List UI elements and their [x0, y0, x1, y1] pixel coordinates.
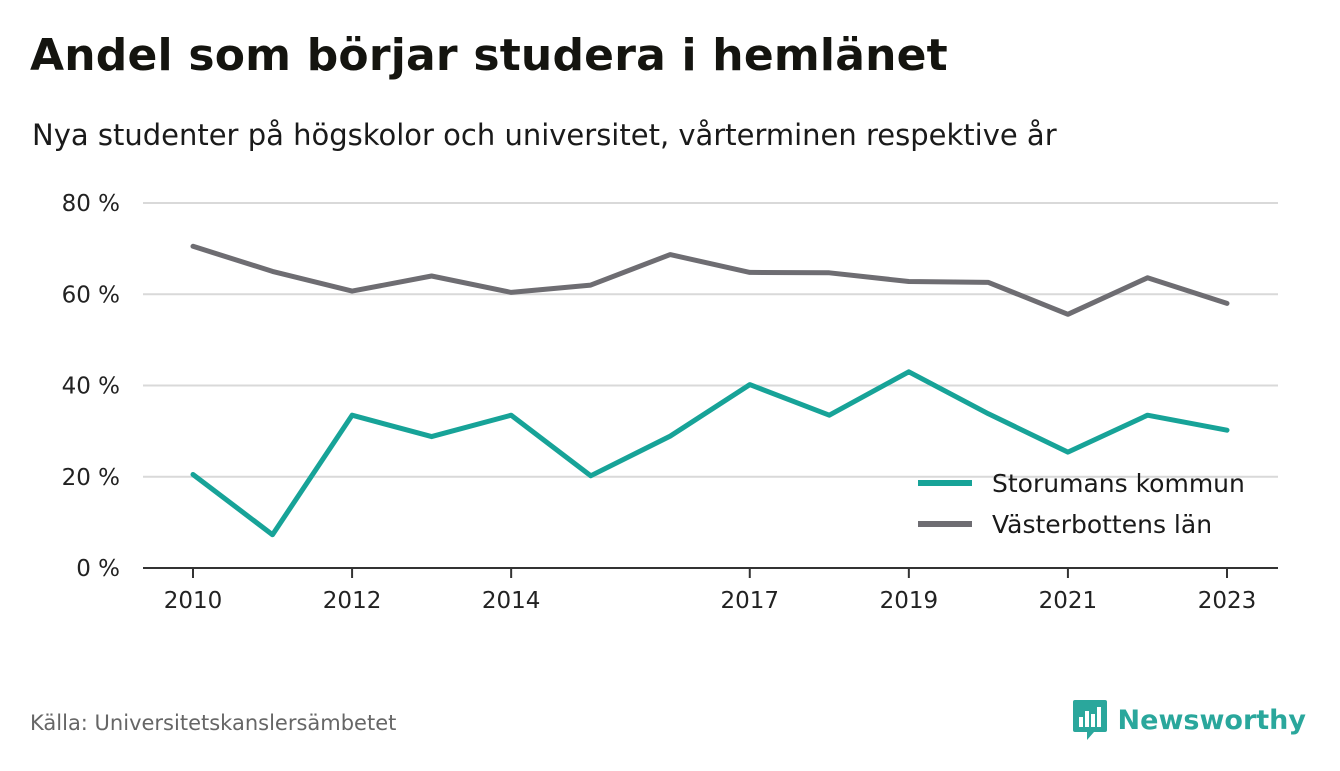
- line-chart: 0 % 20 % 40 % 60 % 80 % 2010 2012 2014 2017 2019…: [62, 191, 1278, 614]
- x-tick-label: 2021: [1039, 588, 1098, 614]
- legend-label: Västerbottens län: [992, 510, 1212, 539]
- x-axis-ticks: 2010 2012 2014 2017 2019 2021 2023: [143, 567, 1278, 614]
- y-axis-ticks: 0 % 20 % 40 % 60 % 80 %: [62, 191, 120, 582]
- y-tick-label: 40 %: [62, 374, 120, 400]
- series-line: [190, 369, 1230, 538]
- brand-logo: Newsworthy: [1072, 698, 1306, 742]
- chart-subtitle: Nya studenter på högskolor och universit…: [32, 118, 1057, 152]
- brand-name: Newsworthy: [1117, 704, 1306, 736]
- y-tick-label: 20 %: [62, 465, 120, 491]
- legend-label: Storumans kommun: [992, 469, 1245, 498]
- x-tick-label: 2023: [1198, 588, 1257, 614]
- legend: Storumans kommun Västerbottens län: [918, 469, 1245, 539]
- y-tick-label: 80 %: [62, 191, 120, 217]
- chart-bubble-icon: [1072, 700, 1107, 740]
- x-tick-label: 2012: [323, 588, 382, 614]
- series-lines: [190, 243, 1230, 538]
- x-tick-label: 2017: [720, 588, 779, 614]
- source-note: Källa: Universitetskanslersämbetet: [30, 711, 397, 735]
- x-tick-label: 2014: [482, 588, 541, 614]
- chart-title: Andel som börjar studera i hemlänet: [30, 30, 948, 81]
- series-line: [190, 243, 1230, 317]
- y-tick-label: 60 %: [62, 282, 120, 308]
- x-tick-label: 2010: [164, 588, 223, 614]
- gridlines: [143, 202, 1278, 478]
- x-tick-label: 2019: [880, 588, 939, 614]
- y-tick-label: 0 %: [76, 556, 120, 582]
